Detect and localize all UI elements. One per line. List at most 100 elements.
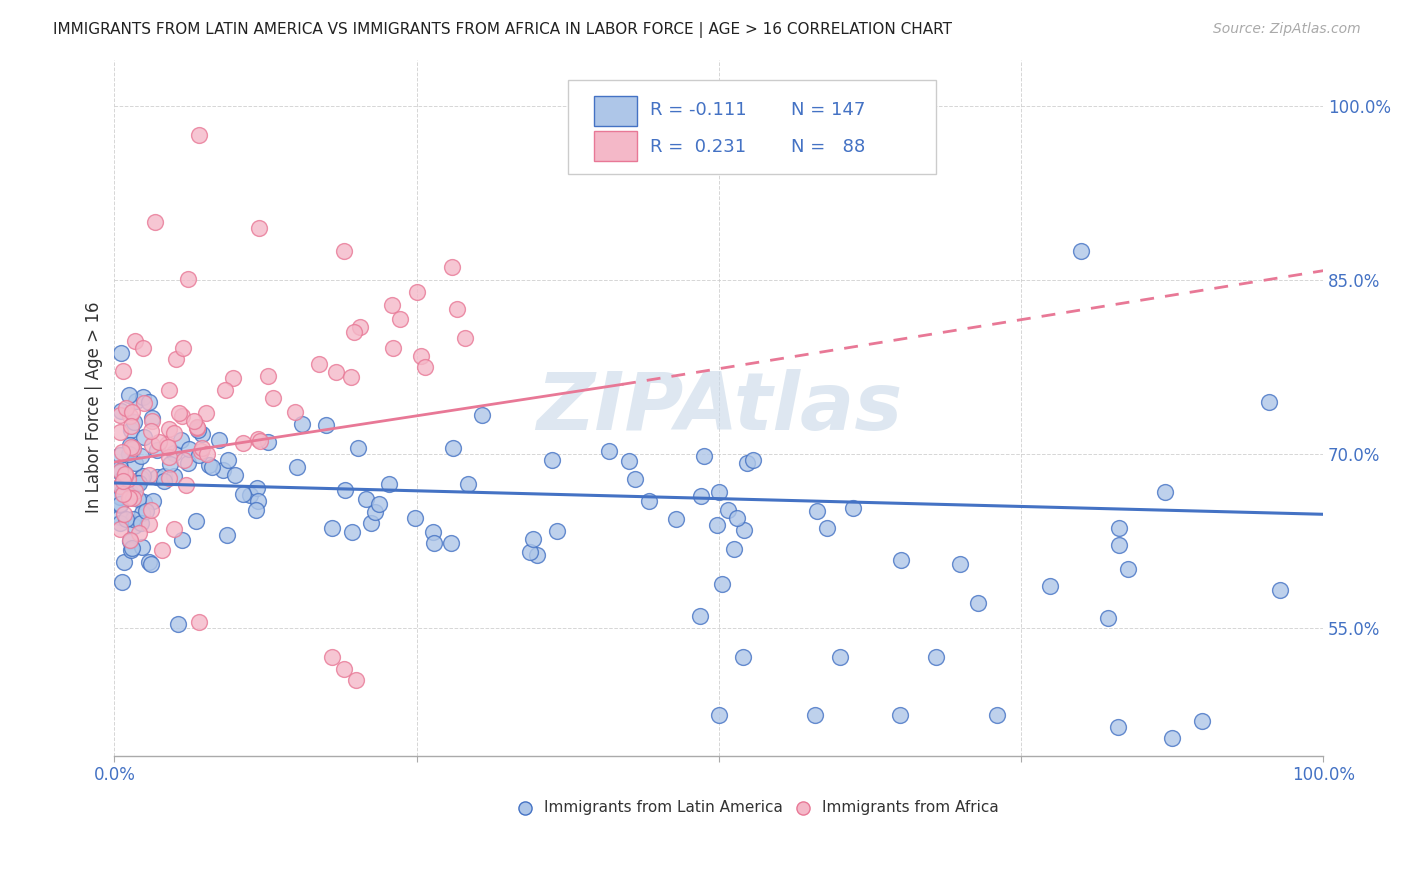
Point <box>1108 538 1130 552</box>
Point <box>110 465 132 479</box>
Point <box>131 540 153 554</box>
Point <box>441 260 464 275</box>
Point <box>176 272 198 286</box>
Point <box>121 441 143 455</box>
Point <box>546 524 568 538</box>
Point <box>842 500 865 515</box>
Point <box>110 464 132 478</box>
Point <box>333 244 356 258</box>
Point <box>214 383 236 397</box>
Point <box>110 516 132 530</box>
Point <box>804 708 827 723</box>
Point <box>257 434 280 449</box>
Point <box>315 418 337 433</box>
Point <box>148 435 170 450</box>
Point <box>707 485 730 500</box>
Point <box>135 504 157 518</box>
Text: R = -0.111: R = -0.111 <box>650 102 747 120</box>
Point <box>344 673 367 688</box>
Point <box>150 543 173 558</box>
Point <box>1268 582 1291 597</box>
Point <box>110 404 132 418</box>
Point <box>742 453 765 467</box>
Point <box>120 423 142 437</box>
Point <box>159 457 181 471</box>
Point <box>111 475 134 489</box>
Point <box>177 442 200 457</box>
Point <box>112 470 135 484</box>
Point <box>156 437 179 451</box>
Text: Immigrants from Africa: Immigrants from Africa <box>821 800 998 815</box>
Point <box>519 545 541 559</box>
Point <box>249 434 271 448</box>
Point <box>364 504 387 518</box>
Point <box>122 512 145 526</box>
Point <box>526 549 548 563</box>
Point <box>239 488 262 502</box>
FancyBboxPatch shape <box>568 80 936 175</box>
Point <box>966 595 988 609</box>
Point <box>183 414 205 428</box>
Text: ZIPAtlas: ZIPAtlas <box>536 368 901 447</box>
Point <box>222 370 245 384</box>
Point <box>413 360 436 375</box>
Point <box>110 481 132 495</box>
Point <box>1257 394 1279 409</box>
Point <box>454 331 477 345</box>
Point <box>828 649 851 664</box>
Point <box>733 523 755 537</box>
Point <box>689 609 711 624</box>
Point <box>422 525 444 540</box>
Point <box>321 521 343 535</box>
Point <box>1097 610 1119 624</box>
Point <box>598 444 620 458</box>
Point <box>112 508 135 522</box>
Point <box>165 351 187 366</box>
Point <box>117 491 139 506</box>
Point <box>815 521 838 535</box>
Point <box>725 510 748 524</box>
Point <box>157 422 180 436</box>
Point <box>186 420 208 434</box>
Point <box>522 532 544 546</box>
Point <box>139 424 162 438</box>
Point <box>117 447 139 461</box>
Point <box>122 415 145 429</box>
Text: N =   88: N = 88 <box>792 137 866 155</box>
Point <box>138 395 160 409</box>
Point <box>132 390 155 404</box>
Point <box>1154 484 1177 499</box>
Point <box>129 449 152 463</box>
Point <box>541 452 564 467</box>
Point <box>111 444 134 458</box>
Point <box>308 357 330 371</box>
Point <box>706 518 728 533</box>
Point <box>186 514 208 528</box>
Point <box>191 426 214 441</box>
Point <box>735 456 758 470</box>
Point <box>806 504 828 518</box>
Point <box>163 425 186 440</box>
Point <box>1038 579 1060 593</box>
Point <box>723 541 745 556</box>
Point <box>124 484 146 499</box>
Point <box>1108 520 1130 534</box>
Point <box>131 341 153 355</box>
Point <box>249 220 271 235</box>
Point <box>120 418 142 433</box>
Point <box>356 492 378 507</box>
Point <box>664 512 686 526</box>
Point <box>110 346 132 360</box>
Point <box>441 442 464 456</box>
Point <box>245 502 267 516</box>
Point <box>197 458 219 472</box>
Point <box>166 617 188 632</box>
Point <box>152 475 174 489</box>
Point <box>471 409 494 423</box>
Point <box>132 395 155 409</box>
Point <box>129 471 152 485</box>
Point <box>111 364 134 378</box>
Point <box>121 541 143 555</box>
Point <box>141 411 163 425</box>
Text: Immigrants from Latin America: Immigrants from Latin America <box>544 800 782 815</box>
